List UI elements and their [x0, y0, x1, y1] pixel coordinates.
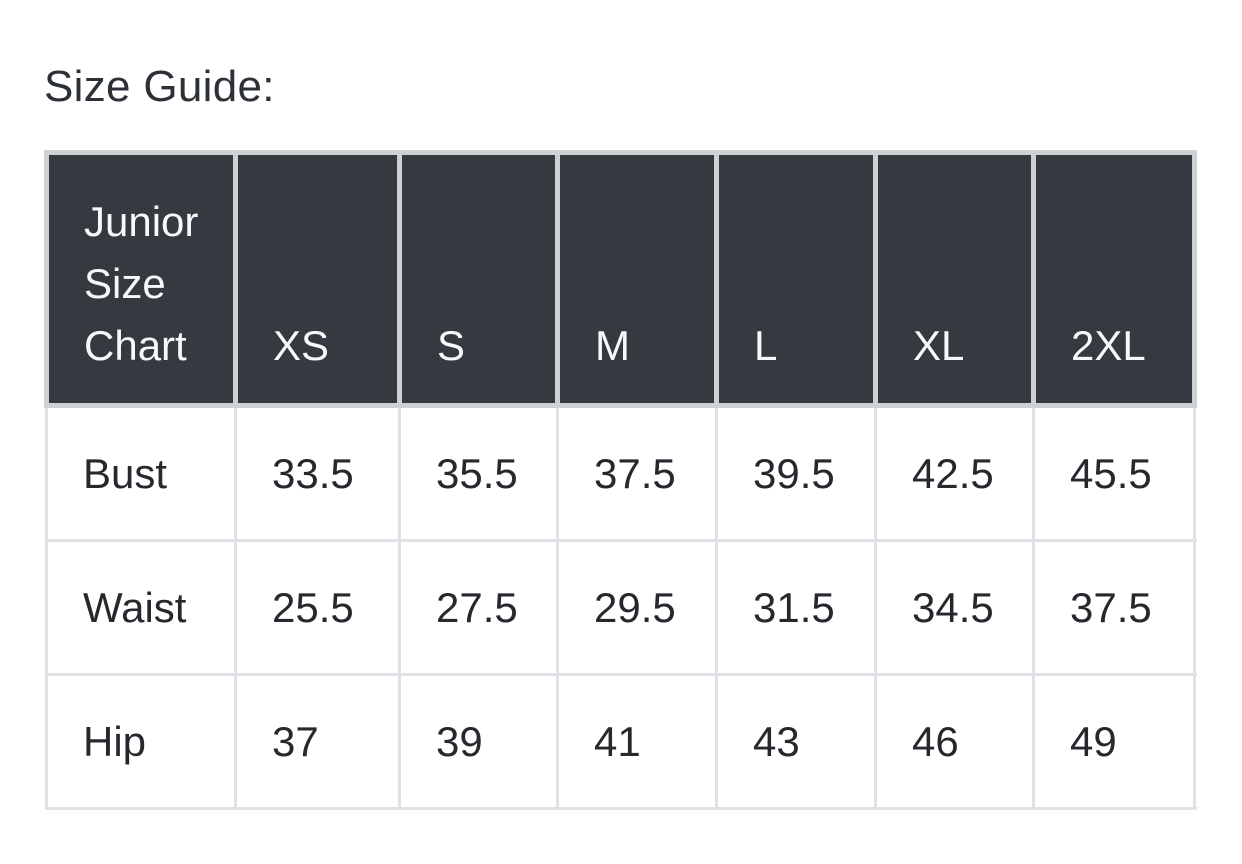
column-header-clipped — [1192, 150, 1197, 408]
bust-2xl-value: 45.5 — [1032, 404, 1196, 542]
hip-xl-value: 46 — [874, 673, 1035, 810]
hip-s-value: 39 — [398, 673, 559, 810]
hip-clipped-cell — [1193, 673, 1197, 810]
junior-size-chart-table: Junior Size Chart XS S M L XL 2XL Bust 3… — [44, 150, 1197, 810]
bust-xs-value: 33.5 — [234, 404, 401, 542]
column-header-s: S — [397, 150, 560, 408]
table-row-waist: Waist 25.5 27.5 29.5 31.5 34.5 37.5 — [45, 539, 1197, 676]
column-header-m: M — [555, 150, 719, 408]
row-label-hip: Hip — [45, 673, 237, 810]
waist-xs-value: 25.5 — [234, 539, 401, 676]
table-row-bust: Bust 33.5 35.5 37.5 39.5 42.5 45.5 — [45, 404, 1197, 542]
waist-m-value: 29.5 — [556, 539, 718, 676]
bust-clipped-cell — [1193, 404, 1197, 542]
column-header-xs: XS — [233, 150, 402, 408]
bust-xl-value: 42.5 — [874, 404, 1035, 542]
waist-2xl-value: 37.5 — [1032, 539, 1196, 676]
column-header-xl: XL — [873, 150, 1036, 408]
hip-l-value: 43 — [715, 673, 877, 810]
waist-s-value: 27.5 — [398, 539, 559, 676]
bust-m-value: 37.5 — [556, 404, 718, 542]
column-header-l: L — [714, 150, 878, 408]
row-label-waist: Waist — [45, 539, 237, 676]
waist-xl-value: 34.5 — [874, 539, 1035, 676]
bust-s-value: 35.5 — [398, 404, 559, 542]
column-header-2xl: 2XL — [1031, 150, 1197, 408]
waist-clipped-cell — [1193, 539, 1197, 676]
header-row: Junior Size Chart XS S M L XL 2XL — [44, 150, 1197, 408]
size-table-scroll-container[interactable]: Junior Size Chart XS S M L XL 2XL Bust 3… — [44, 150, 1197, 810]
hip-2xl-value: 49 — [1032, 673, 1196, 810]
hip-m-value: 41 — [556, 673, 718, 810]
corner-header-cell: Junior Size Chart — [44, 150, 238, 408]
bust-l-value: 39.5 — [715, 404, 877, 542]
row-label-bust: Bust — [45, 404, 237, 542]
table-row-hip: Hip 37 39 41 43 46 49 — [45, 673, 1197, 810]
size-guide-heading: Size Guide: — [44, 62, 275, 111]
waist-l-value: 31.5 — [715, 539, 877, 676]
hip-xs-value: 37 — [234, 673, 401, 810]
